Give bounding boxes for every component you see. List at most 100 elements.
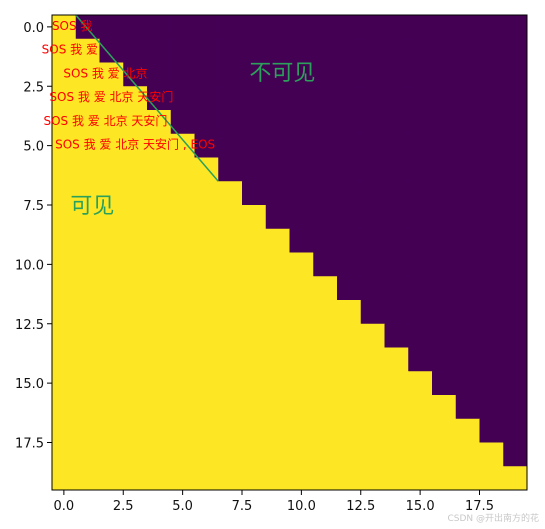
- cell-masked: [360, 300, 385, 325]
- cell-visible: [455, 418, 480, 443]
- cell-masked: [479, 228, 504, 253]
- cell-visible: [242, 371, 267, 396]
- cell-masked: [432, 62, 457, 87]
- cell-visible: [170, 276, 195, 301]
- cell-masked: [313, 15, 338, 40]
- cell-masked: [313, 110, 338, 135]
- cell-visible: [265, 442, 290, 467]
- cell-masked: [265, 157, 290, 182]
- y-tick-label: 12.5: [15, 318, 44, 333]
- cell-visible: [360, 323, 385, 348]
- token-sequence-label: SOS 我 爱 北京: [63, 66, 147, 80]
- cell-visible: [242, 205, 267, 230]
- cell-visible: [218, 442, 243, 467]
- cell-masked: [432, 181, 457, 206]
- cell-masked: [503, 418, 528, 443]
- cell-masked: [432, 252, 457, 277]
- cell-visible: [194, 323, 219, 348]
- cell-visible: [337, 395, 362, 420]
- cell-masked: [503, 347, 528, 372]
- cell-visible: [218, 323, 243, 348]
- cell-visible: [75, 276, 100, 301]
- cell-visible: [384, 418, 409, 443]
- cell-visible: [123, 300, 148, 325]
- cell-visible: [265, 276, 290, 301]
- cell-visible: [313, 371, 338, 396]
- x-tick-label: 15.0: [406, 499, 435, 514]
- cell-masked: [289, 228, 314, 253]
- cell-masked: [479, 371, 504, 396]
- cell-visible: [147, 442, 172, 467]
- cell-visible: [337, 323, 362, 348]
- cell-visible: [218, 395, 243, 420]
- token-sequence-label: SOS 我 爱: [42, 43, 98, 57]
- cell-visible: [408, 442, 433, 467]
- cell-visible: [123, 442, 148, 467]
- cell-masked: [194, 133, 219, 158]
- cell-masked: [479, 15, 504, 40]
- cell-masked: [479, 133, 504, 158]
- cell-masked: [455, 110, 480, 135]
- cell-visible: [170, 466, 195, 491]
- cell-masked: [242, 157, 267, 182]
- cell-masked: [479, 157, 504, 182]
- cell-masked: [289, 205, 314, 230]
- cell-visible: [75, 205, 100, 230]
- cell-masked: [408, 300, 433, 325]
- cell-visible: [99, 133, 124, 158]
- cell-masked: [265, 86, 290, 111]
- cell-visible: [170, 300, 195, 325]
- cell-visible: [75, 252, 100, 277]
- cell-visible: [289, 347, 314, 372]
- cell-visible: [123, 133, 148, 158]
- cell-masked: [384, 133, 409, 158]
- cell-masked: [384, 86, 409, 111]
- token-sequence-label: SOS 我: [52, 19, 93, 33]
- cell-masked: [313, 181, 338, 206]
- cell-visible: [75, 442, 100, 467]
- cell-visible: [408, 418, 433, 443]
- cell-visible: [123, 157, 148, 182]
- cell-masked: [455, 276, 480, 301]
- cell-visible: [170, 205, 195, 230]
- cell-visible: [265, 323, 290, 348]
- cell-visible: [147, 347, 172, 372]
- cell-masked: [360, 62, 385, 87]
- cell-visible: [313, 323, 338, 348]
- cell-visible: [218, 252, 243, 277]
- cell-visible: [52, 395, 77, 420]
- cell-visible: [170, 442, 195, 467]
- cell-masked: [408, 110, 433, 135]
- cell-visible: [170, 228, 195, 253]
- cell-visible: [75, 157, 100, 182]
- cell-visible: [218, 276, 243, 301]
- cell-visible: [123, 86, 148, 111]
- cell-masked: [455, 86, 480, 111]
- cell-masked: [170, 86, 195, 111]
- cell-visible: [147, 323, 172, 348]
- plot-frame: [51, 14, 528, 491]
- cell-masked: [432, 300, 457, 325]
- cell-masked: [432, 276, 457, 301]
- cell-masked: [408, 323, 433, 348]
- cell-masked: [147, 62, 172, 87]
- cell-masked: [455, 371, 480, 396]
- cell-visible: [147, 252, 172, 277]
- cell-masked: [432, 228, 457, 253]
- cell-visible: [75, 86, 100, 111]
- cell-masked: [408, 62, 433, 87]
- cell-visible: [242, 395, 267, 420]
- cell-masked: [479, 300, 504, 325]
- cell-visible: [170, 347, 195, 372]
- cell-masked: [242, 110, 267, 135]
- cell-masked: [218, 15, 243, 40]
- cell-masked: [313, 252, 338, 277]
- cell-visible: [313, 466, 338, 491]
- cell-masked: [218, 62, 243, 87]
- cell-masked: [432, 38, 457, 63]
- cell-visible: [218, 371, 243, 396]
- cell-visible: [123, 323, 148, 348]
- x-tick-label: 2.5: [113, 499, 134, 514]
- cell-masked: [408, 347, 433, 372]
